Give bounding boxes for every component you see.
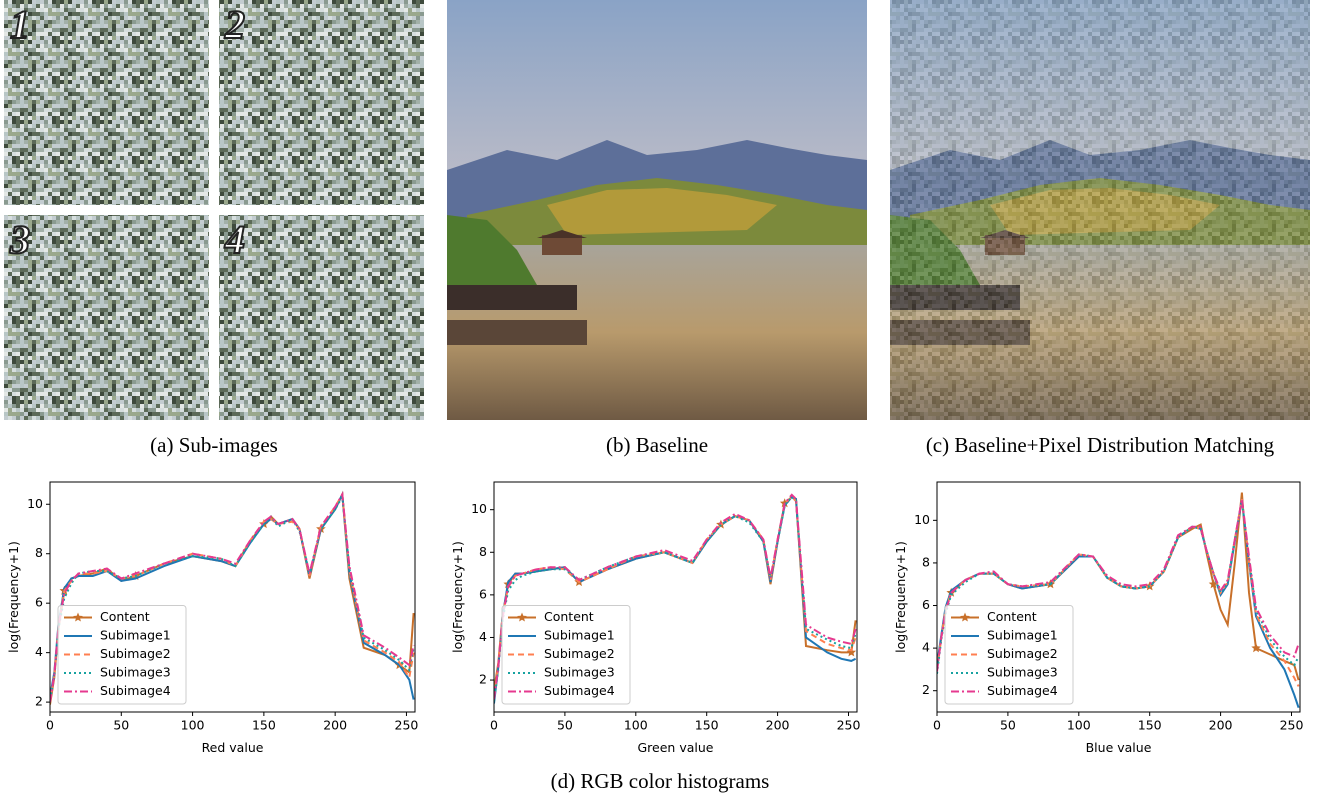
y-tick-label: 6: [479, 586, 487, 601]
legend-label: Subimage1: [987, 628, 1058, 643]
x-tick-label: 50: [557, 718, 573, 733]
legend-label: Subimage4: [544, 683, 615, 698]
chart: 0 50 100 150 200 250 2 4 6 8 10 Red value log(Freque…: [6, 481, 419, 755]
x-tick-label: 100: [1067, 718, 1091, 733]
y-axis-label: log(Frequency+1): [450, 541, 465, 653]
legend-label: Content: [987, 609, 1037, 624]
y-tick-label: 2: [479, 672, 487, 687]
sub-image-label: 2: [224, 2, 245, 47]
texture-overlay: [890, 0, 1310, 420]
sub-image-label: 3: [9, 217, 30, 262]
caption: (c) Baseline+Pixel Distribution Matching: [926, 433, 1275, 457]
legend-box: [944, 605, 1074, 705]
x-axis-label: Blue value: [1086, 740, 1152, 755]
legend-label: Subimage4: [100, 683, 171, 698]
legend-label: Subimage2: [987, 646, 1058, 661]
x-tick-label: 200: [766, 718, 790, 733]
series-line: [494, 495, 857, 702]
x-tick-label: 0: [46, 718, 54, 733]
legend-label: Content: [544, 609, 594, 624]
y-axis-label: log(Frequency+1): [6, 541, 21, 653]
x-tick-label: 0: [490, 718, 498, 733]
legend-label: Subimage3: [544, 665, 615, 680]
x-tick-label: 250: [395, 718, 419, 733]
chart: 0 50 100 150 200 250 2 4 6 8 10 Blue value log(Frequ…: [893, 481, 1304, 755]
y-tick-label: 2: [922, 682, 930, 697]
y-tick-label: 10: [914, 512, 930, 527]
sub-image: [219, 215, 424, 420]
x-axis-label: Green value: [638, 740, 714, 755]
y-tick-label: 6: [35, 595, 43, 610]
series-marker: [1208, 579, 1219, 589]
x-tick-label: 150: [1138, 718, 1162, 733]
series-line: [50, 491, 415, 703]
x-tick-label: 150: [695, 718, 719, 733]
axes-frame: [49, 481, 416, 713]
legend-label: Subimage2: [100, 646, 171, 661]
x-tick-label: 200: [323, 718, 347, 733]
sub-image: [4, 0, 209, 205]
x-tick-label: 50: [1000, 718, 1016, 733]
x-axis-label: Red value: [202, 740, 264, 755]
series-line: [50, 493, 415, 700]
sub-images: 1 2 3 4: [4, 0, 424, 420]
legend-label: Content: [100, 609, 150, 624]
series-marker: [1251, 643, 1261, 653]
x-tick-label: 250: [1280, 718, 1304, 733]
y-tick-label: 10: [27, 496, 43, 511]
legend-label: Subimage1: [100, 628, 171, 643]
y-axis-label: log(Frequency+1): [893, 541, 908, 653]
y-tick-label: 4: [35, 644, 43, 659]
caption: (b) Baseline: [606, 433, 708, 457]
x-tick-label: 100: [624, 718, 648, 733]
legend-box: [501, 605, 631, 705]
legend-label: Subimage3: [100, 665, 171, 680]
caption: (a) Sub-images: [150, 433, 278, 457]
sub-image-label: 1: [10, 2, 30, 47]
y-tick-label: 2: [35, 694, 43, 709]
y-tick-label: 8: [922, 554, 930, 569]
caption: (d) RGB color histograms: [551, 769, 770, 793]
y-tick-label: 4: [922, 640, 930, 655]
x-tick-label: 200: [1209, 718, 1233, 733]
legend-label: Subimage2: [544, 646, 615, 661]
sub-image-label: 4: [224, 217, 245, 262]
y-tick-label: 6: [922, 597, 930, 612]
axes-frame: [493, 481, 858, 713]
y-tick-label: 4: [479, 629, 487, 644]
x-tick-label: 150: [252, 718, 276, 733]
x-tick-label: 100: [181, 718, 205, 733]
y-tick-label: 8: [35, 545, 43, 560]
series-line: [937, 498, 1300, 672]
legend-marker: [73, 612, 83, 622]
sub-image: [4, 215, 209, 420]
axes-frame: [936, 481, 1301, 713]
legend-label: Subimage1: [544, 628, 615, 643]
legend-marker: [517, 612, 527, 622]
series-marker: [846, 647, 857, 657]
legend-box: [57, 605, 187, 705]
y-tick-label: 8: [479, 544, 487, 559]
y-tick-label: 10: [471, 501, 487, 516]
series-line: [494, 493, 857, 700]
legend-label: Subimage4: [987, 683, 1058, 698]
chart: 0 50 100 150 200 250 2 4 6 8 10 Green value log(Freq…: [450, 481, 861, 755]
x-tick-label: 0: [933, 718, 941, 733]
baseline-image: [447, 0, 867, 420]
x-tick-label: 50: [113, 718, 129, 733]
series-marker: [779, 498, 790, 508]
x-tick-label: 250: [837, 718, 861, 733]
sub-image: [219, 0, 424, 205]
legend-label: Subimage3: [987, 665, 1058, 680]
legend-marker: [960, 612, 970, 622]
